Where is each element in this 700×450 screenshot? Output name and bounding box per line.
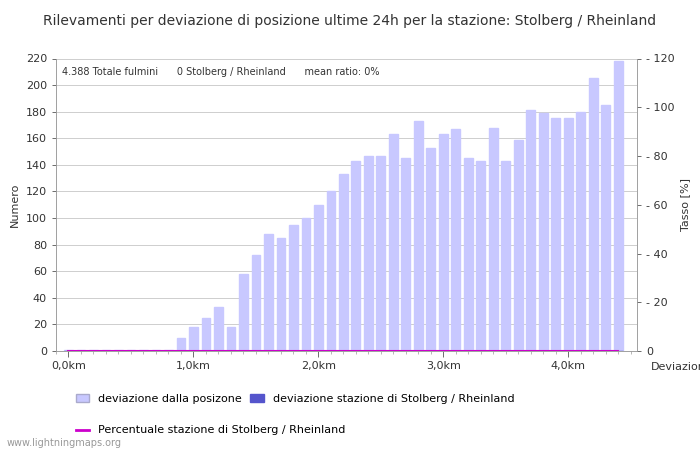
Bar xyxy=(351,161,360,351)
Bar xyxy=(489,128,498,351)
Bar xyxy=(364,156,372,351)
Bar xyxy=(339,174,348,351)
Bar xyxy=(289,225,298,351)
Bar xyxy=(139,350,148,351)
Bar xyxy=(89,350,98,351)
Bar xyxy=(389,134,398,351)
Bar xyxy=(552,118,560,351)
Bar xyxy=(114,350,122,351)
Bar xyxy=(276,238,286,351)
Text: Deviazioni: Deviazioni xyxy=(651,362,700,372)
Bar xyxy=(189,327,198,351)
Legend: Percentuale stazione di Stolberg / Rheinland: Percentuale stazione di Stolberg / Rhein… xyxy=(76,425,345,436)
Bar xyxy=(102,350,111,351)
Bar xyxy=(239,274,248,351)
Bar xyxy=(614,61,622,351)
Bar xyxy=(526,110,536,351)
Bar xyxy=(326,191,335,351)
Bar xyxy=(214,307,223,351)
Bar xyxy=(576,112,585,351)
Bar xyxy=(127,350,135,351)
Bar xyxy=(314,205,323,351)
Bar xyxy=(601,105,610,351)
Bar xyxy=(377,156,385,351)
Y-axis label: Tasso [%]: Tasso [%] xyxy=(680,178,690,231)
Bar xyxy=(414,121,423,351)
Bar xyxy=(302,218,310,351)
Bar xyxy=(514,140,523,351)
Bar xyxy=(464,158,473,351)
Bar xyxy=(227,327,235,351)
Bar xyxy=(152,350,160,351)
Text: Rilevamenti per deviazione di posizione ultime 24h per la stazione: Stolberg / R: Rilevamenti per deviazione di posizione … xyxy=(43,14,657,27)
Bar xyxy=(501,161,510,351)
Bar xyxy=(439,134,448,351)
Bar xyxy=(164,350,173,351)
Bar xyxy=(64,350,73,351)
Bar xyxy=(176,338,186,351)
Bar xyxy=(564,118,573,351)
Text: 4.388 Totale fulmini      0 Stolberg / Rheinland      mean ratio: 0%: 4.388 Totale fulmini 0 Stolberg / Rheinl… xyxy=(62,68,379,77)
Bar xyxy=(264,234,273,351)
Legend: deviazione dalla posizone, deviazione stazione di Stolberg / Rheinland: deviazione dalla posizone, deviazione st… xyxy=(76,394,514,404)
Bar xyxy=(477,161,485,351)
Bar xyxy=(426,148,435,351)
Bar xyxy=(539,113,547,351)
Bar xyxy=(251,255,260,351)
Text: www.lightningmaps.org: www.lightningmaps.org xyxy=(7,438,122,448)
Bar xyxy=(452,129,460,351)
Bar xyxy=(589,78,598,351)
Bar xyxy=(76,350,85,351)
Bar xyxy=(402,158,410,351)
Y-axis label: Numero: Numero xyxy=(10,183,20,227)
Bar xyxy=(202,318,210,351)
